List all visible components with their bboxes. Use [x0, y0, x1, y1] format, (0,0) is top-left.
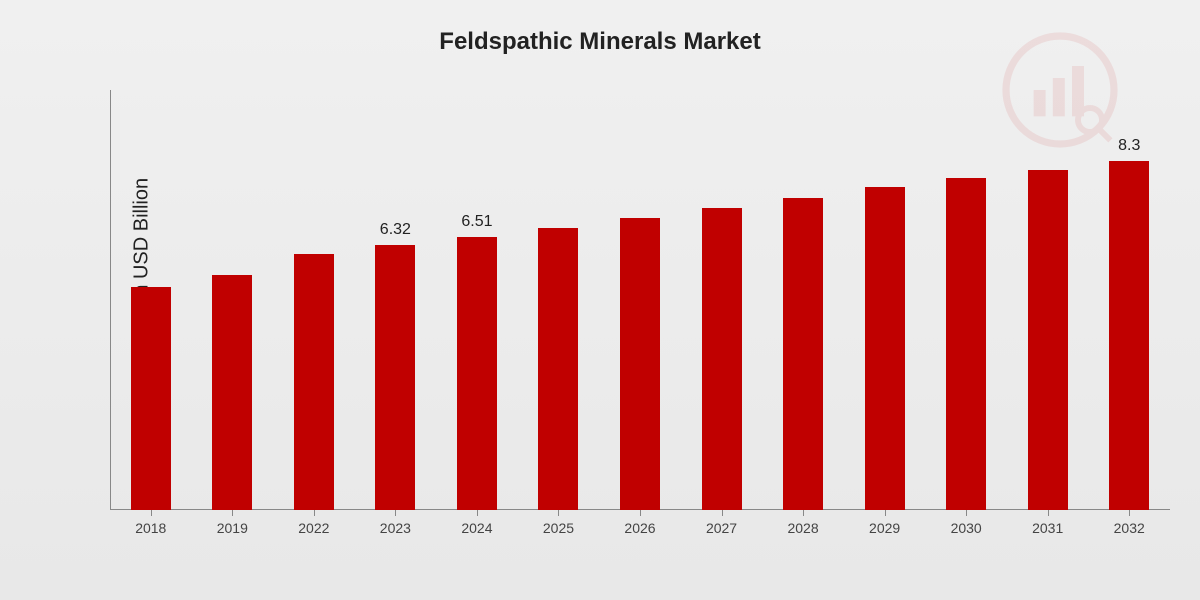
x-tick — [640, 510, 641, 516]
x-tick-label: 2018 — [135, 520, 166, 536]
bar — [131, 287, 171, 510]
x-tick-label: 2024 — [461, 520, 492, 536]
bar — [783, 198, 823, 510]
bar — [865, 187, 905, 510]
x-tick-label: 2031 — [1032, 520, 1063, 536]
chart-container: 6.32 6.51 8.3 2018 2019 2022 2023 2024 2025 2026… — [90, 90, 1170, 550]
plot-area: 6.326.518.3 2018201920222023202420252026… — [110, 90, 1170, 510]
x-tick-label: 2019 — [217, 520, 248, 536]
bar — [294, 254, 334, 510]
x-tick — [395, 510, 396, 516]
bar — [457, 237, 497, 510]
x-tick-label: 2032 — [1114, 520, 1145, 536]
y-axis-line — [110, 90, 111, 510]
x-tick — [232, 510, 233, 516]
x-tick — [1048, 510, 1049, 516]
x-tick — [722, 510, 723, 516]
bar — [702, 208, 742, 510]
x-tick — [803, 510, 804, 516]
x-tick — [1129, 510, 1130, 516]
x-tick-label: 2030 — [951, 520, 982, 536]
bar-value-label: 6.32 — [380, 221, 411, 239]
x-tick-label: 2023 — [380, 520, 411, 536]
bar-value-label: 6.51 — [461, 213, 492, 231]
x-tick-label: 2025 — [543, 520, 574, 536]
bar-value-label: 8.3 — [1118, 137, 1140, 155]
x-tick-label: 2027 — [706, 520, 737, 536]
bar — [946, 178, 986, 510]
x-tick — [314, 510, 315, 516]
x-tick-label: 2028 — [787, 520, 818, 536]
bar — [212, 275, 252, 510]
bar — [1109, 161, 1149, 510]
x-tick-label: 2026 — [624, 520, 655, 536]
x-tick — [966, 510, 967, 516]
x-tick-label: 2029 — [869, 520, 900, 536]
bar — [538, 228, 578, 510]
x-tick-label: 2022 — [298, 520, 329, 536]
x-tick — [477, 510, 478, 516]
x-tick — [558, 510, 559, 516]
bar — [375, 245, 415, 510]
bar — [620, 218, 660, 510]
x-tick — [151, 510, 152, 516]
x-tick — [885, 510, 886, 516]
bar — [1028, 170, 1068, 510]
